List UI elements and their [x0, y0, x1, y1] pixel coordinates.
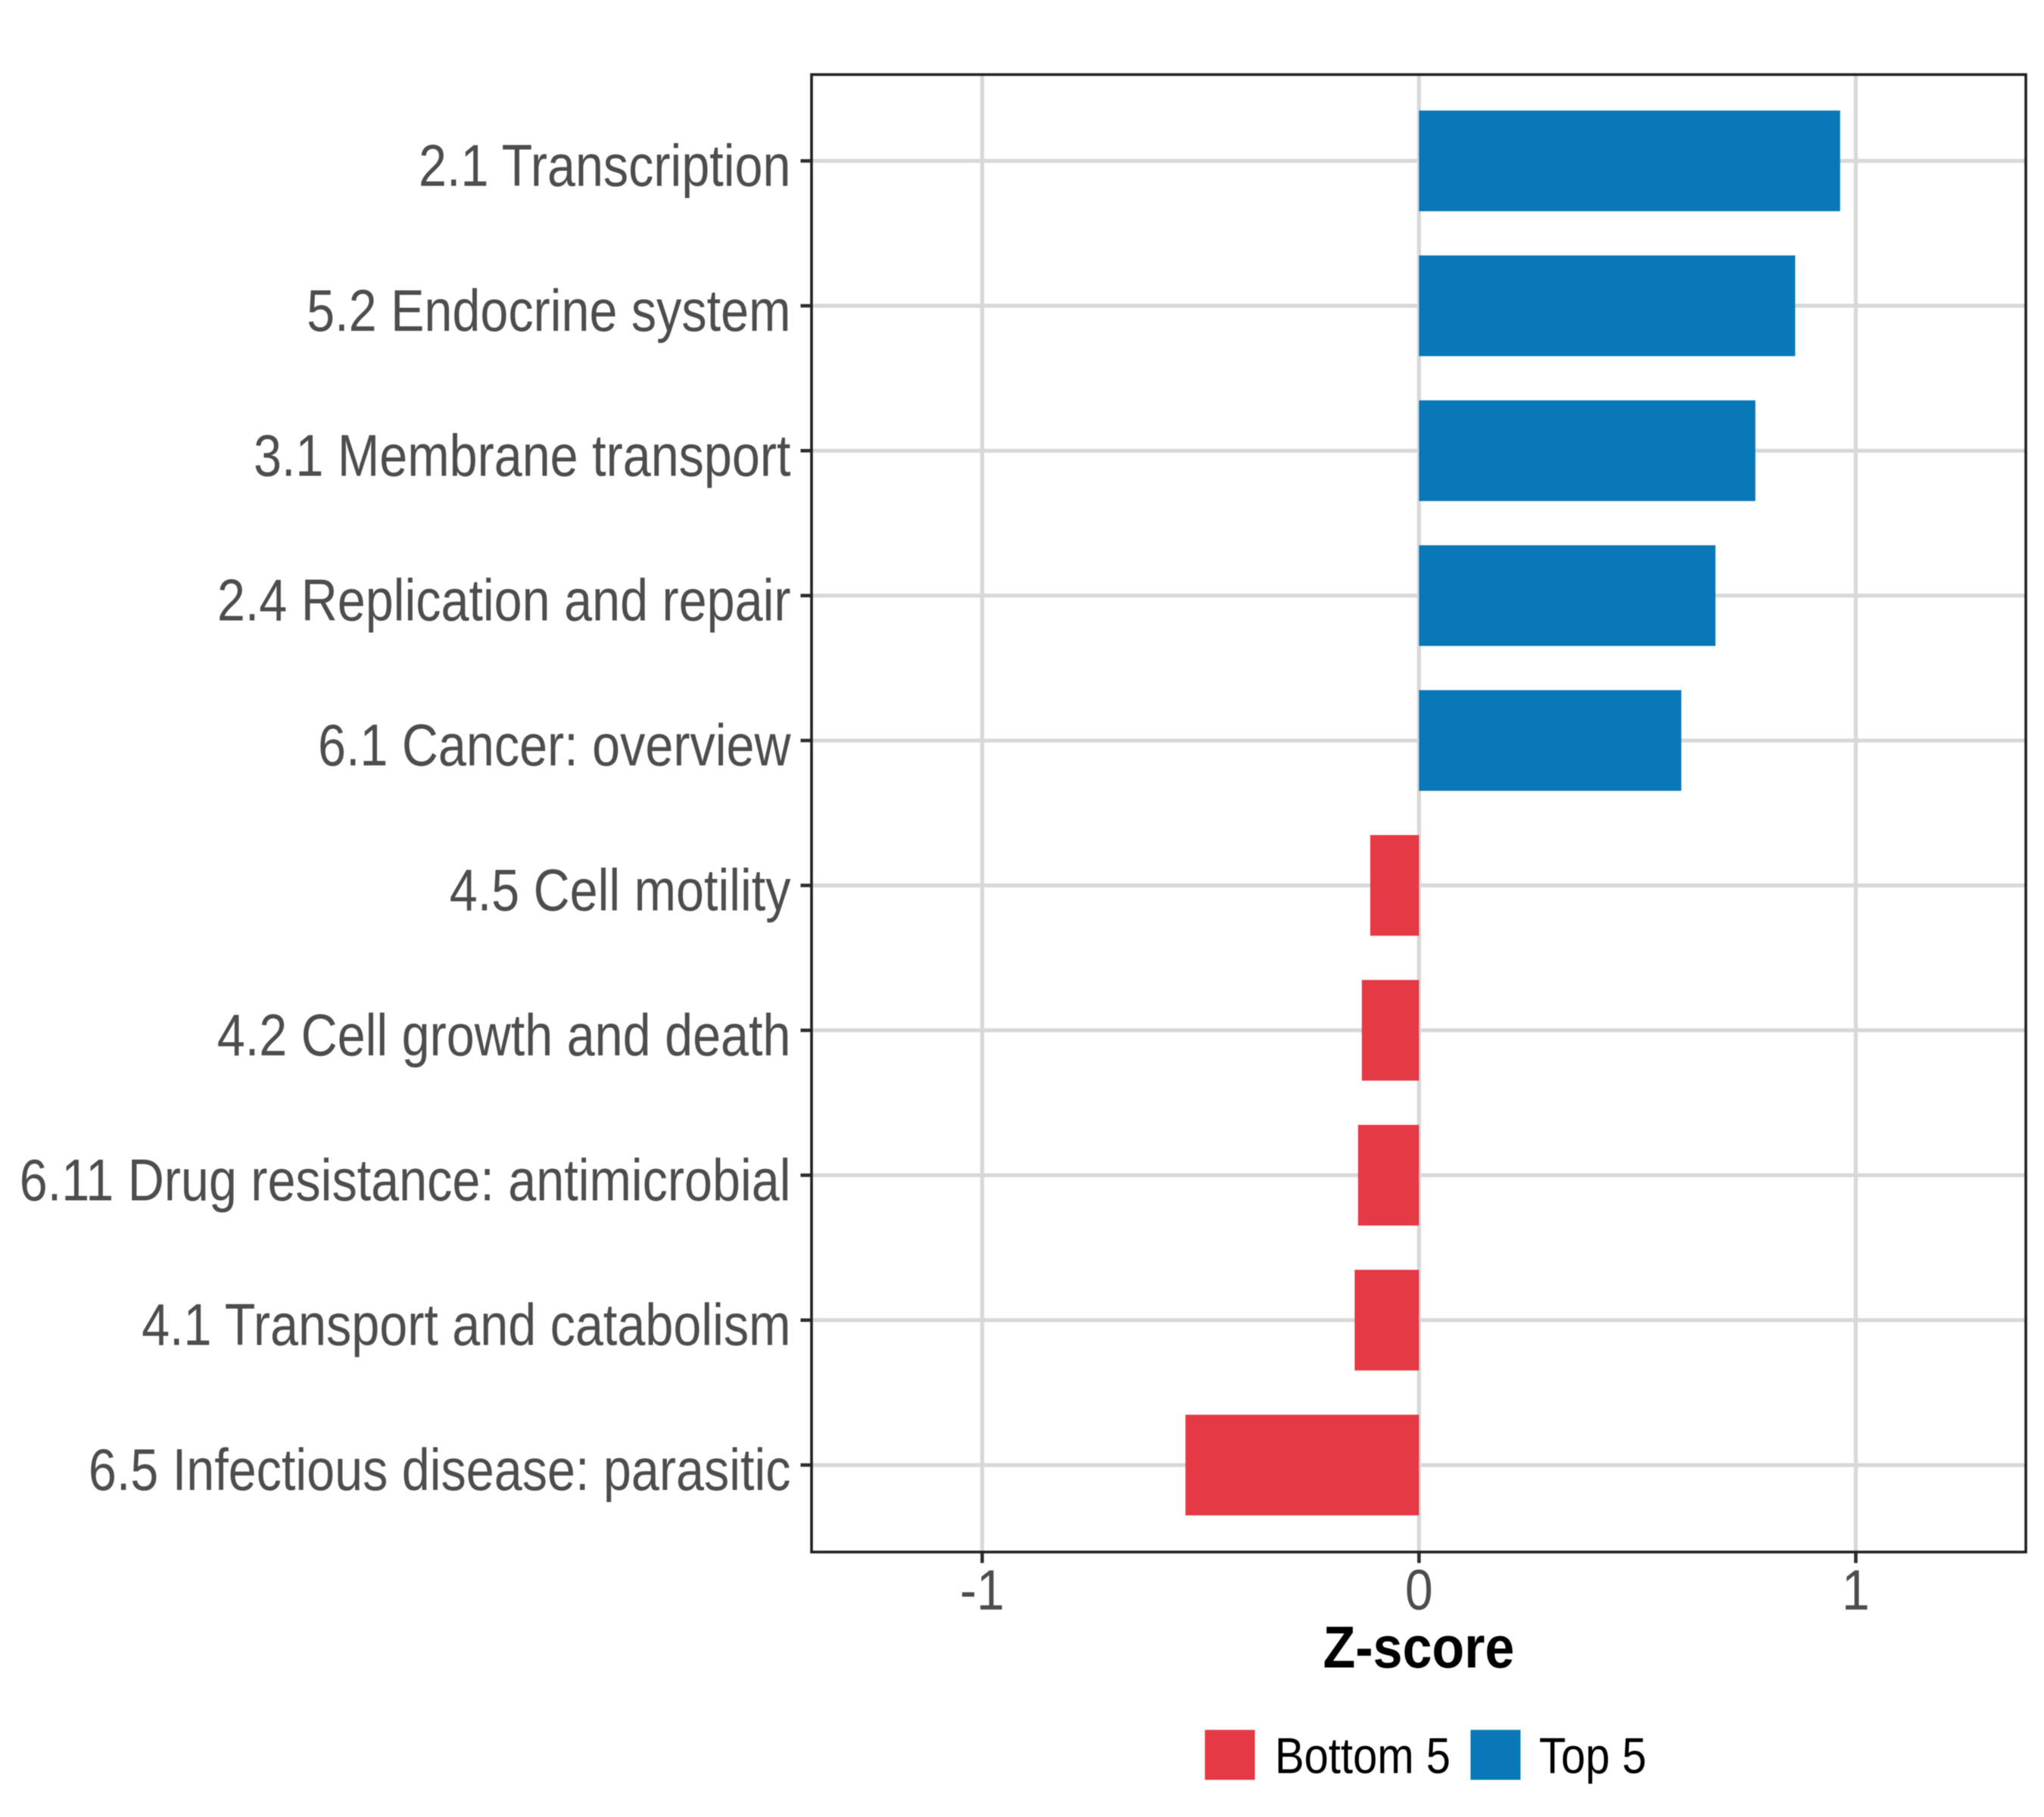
svg-text:Z-score: Z-score — [1323, 1614, 1515, 1680]
svg-text:1: 1 — [1842, 1558, 1870, 1622]
svg-text:5.2 Endocrine system: 5.2 Endocrine system — [307, 278, 790, 344]
svg-text:Bottom 5: Bottom 5 — [1275, 1728, 1450, 1784]
svg-text:0: 0 — [1405, 1558, 1433, 1622]
svg-text:4.2 Cell growth and death: 4.2 Cell growth and death — [217, 1002, 791, 1068]
svg-text:3.1 Membrane transport: 3.1 Membrane transport — [254, 422, 791, 488]
svg-text:-1: -1 — [960, 1558, 1005, 1622]
svg-text:4.1 Transport and catabolism: 4.1 Transport and catabolism — [142, 1292, 790, 1358]
svg-text:2.1 Transcription: 2.1 Transcription — [419, 133, 791, 199]
svg-text:Top 5: Top 5 — [1539, 1728, 1647, 1784]
svg-text:6.1 Cancer: overview: 6.1 Cancer: overview — [318, 712, 791, 778]
svg-text:6.5 Infectious disease: parasi: 6.5 Infectious disease: parasitic — [89, 1437, 791, 1503]
svg-text:4.5 Cell motility: 4.5 Cell motility — [450, 858, 792, 924]
svg-text:6.11 Drug resistance: antimicr: 6.11 Drug resistance: antimicrobial — [20, 1147, 791, 1213]
svg-text:2.4 Replication and repair: 2.4 Replication and repair — [217, 568, 791, 634]
